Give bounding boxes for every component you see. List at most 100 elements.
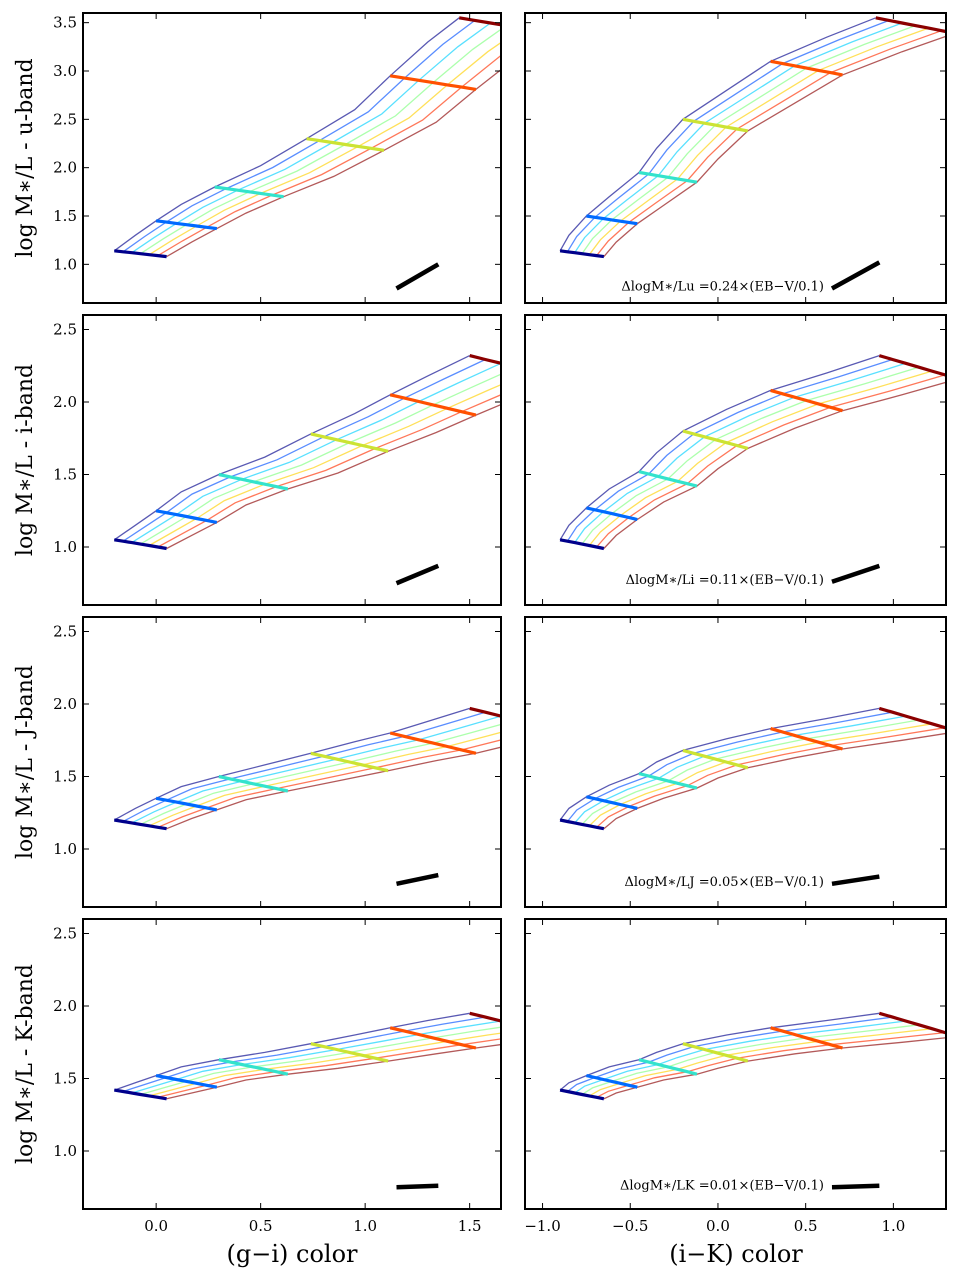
age-isochrone-line: [682, 1042, 749, 1063]
row-label-j-band: log M∗/L - J-band: [13, 665, 38, 859]
panel-frame: [524, 616, 947, 908]
model-track-line: [113, 707, 470, 821]
age-isochrone-line: [389, 74, 477, 91]
panel-4: ΔlogM∗/Li =0.11×(EB−V/0.1): [524, 314, 947, 606]
x-tick-label: 0.5: [794, 1217, 818, 1235]
dust-vector: [831, 563, 881, 584]
model-track-line: [113, 355, 470, 541]
model-track-line: [581, 24, 916, 255]
dust-vector: [395, 262, 440, 291]
model-track-line: [559, 1012, 880, 1091]
model-track-line: [566, 711, 893, 822]
x-tick-label: −1.0: [524, 1217, 560, 1235]
panel-frame: [82, 616, 502, 908]
age-isochrone-line: [586, 506, 638, 522]
panel-8: ΔlogM∗/LK =0.01×(EB−V/0.1) −1.0 −0.5 0.0 0.5…: [524, 918, 947, 1235]
model-track-line: [588, 370, 933, 546]
age-isochrone-line: [559, 538, 605, 551]
dust-annotation: ΔlogM∗/LK =0.01×(EB−V/0.1): [620, 1178, 824, 1193]
y-tick-label: 1.5: [53, 768, 77, 786]
age-isochrone-line: [559, 1088, 605, 1101]
model-track-line: [574, 362, 906, 543]
panel-frame: [524, 314, 947, 606]
dust-annotation: ΔlogM∗/Lu =0.24×(EB−V/0.1): [621, 280, 824, 295]
plot-area: [113, 16, 501, 259]
dust-vector: [395, 563, 440, 586]
model-track-line: [559, 354, 880, 541]
panel-frame: [524, 12, 947, 304]
plot-area: [113, 354, 501, 551]
model-track-line: [166, 403, 501, 550]
y-tick-label: 2.5: [53, 110, 77, 128]
plot-area: [113, 706, 501, 831]
y-tick-label: 1.5: [53, 1070, 77, 1088]
y-tick-label: 2.0: [53, 159, 77, 177]
row-label-u-band: log M∗/L - u-band: [13, 58, 38, 257]
age-isochrone-line: [114, 249, 167, 259]
age-isochrone-line: [155, 796, 218, 812]
model-track-line: [148, 41, 501, 256]
age-isochrone-line: [682, 117, 749, 133]
age-isochrone-line: [682, 429, 749, 450]
dust-vector: [396, 872, 439, 887]
model-track-line: [157, 54, 501, 257]
model-track-line: [603, 381, 946, 549]
model-track-line: [122, 711, 486, 823]
panel-frame: [524, 918, 947, 1210]
panel-3: 1.0 1.5 2.0 2.5: [53, 314, 502, 606]
age-isochrone-line: [559, 249, 605, 259]
age-isochrone-line: [586, 214, 638, 226]
model-track-line: [566, 358, 893, 542]
y-tick-label: 1.0: [53, 840, 77, 858]
model-track-line: [140, 723, 501, 825]
model-track-line: [131, 22, 491, 254]
age-isochrone-line: [214, 185, 284, 199]
age-isochrone-line: [875, 16, 946, 34]
age-isochrone-line: [155, 219, 218, 231]
row-label-k-band: log M∗/L - K-band: [13, 964, 38, 1164]
panel-5: 1.0 1.5 2.0 2.5: [53, 616, 502, 908]
age-isochrone-line: [586, 795, 638, 810]
model-track-line: [122, 1016, 486, 1093]
model-track-line: [596, 727, 946, 828]
model-track-line: [566, 19, 890, 253]
model-track-line: [140, 373, 501, 545]
y-tick-label: 1.5: [53, 466, 77, 484]
panel-1: 1.0 1.5 2.0 2.5 3.0 3.5: [53, 12, 502, 304]
age-isochrone-line: [218, 774, 289, 793]
plot-area: [559, 1011, 946, 1101]
y-tick-label: 2.5: [53, 321, 77, 339]
model-track-line: [131, 362, 501, 544]
plot-area: [559, 16, 946, 259]
panel-6: ΔlogM∗/LJ =0.05×(EB−V/0.1): [524, 616, 947, 908]
model-track-line: [588, 723, 933, 827]
age-isochrone-line: [114, 1088, 167, 1101]
model-track-line: [166, 1043, 501, 1100]
y-tick-label: 2.0: [53, 695, 77, 713]
age-isochrone-line: [458, 16, 501, 27]
plot-area: [559, 354, 946, 551]
age-isochrone-line: [389, 731, 477, 755]
age-isochrone-line: [306, 137, 385, 152]
y-tick-label: 1.0: [53, 538, 77, 556]
age-isochrone-line: [218, 1058, 289, 1076]
age-isochrone-line: [218, 472, 289, 491]
model-track-line: [131, 1020, 501, 1094]
panel-frame: [82, 918, 502, 1210]
age-isochrone-line: [770, 388, 843, 413]
age-isochrone-line: [469, 1011, 501, 1023]
model-track-line: [559, 17, 877, 252]
age-isochrone-line: [389, 393, 477, 417]
age-isochrone-line: [770, 59, 843, 77]
model-track-line: [166, 68, 501, 258]
model-track-line: [122, 19, 476, 253]
x-tick-label: 1.0: [881, 1217, 905, 1235]
age-isochrone-line: [155, 1074, 218, 1089]
age-isochrone-line: [469, 354, 501, 365]
age-isochrone-line: [638, 170, 698, 184]
panel-frame: [82, 12, 502, 304]
model-track-line: [588, 27, 929, 256]
panel-2: ΔlogM∗/Lu =0.24×(EB−V/0.1): [524, 12, 947, 304]
age-isochrone-line: [310, 1042, 389, 1063]
model-track-line: [596, 1031, 946, 1098]
